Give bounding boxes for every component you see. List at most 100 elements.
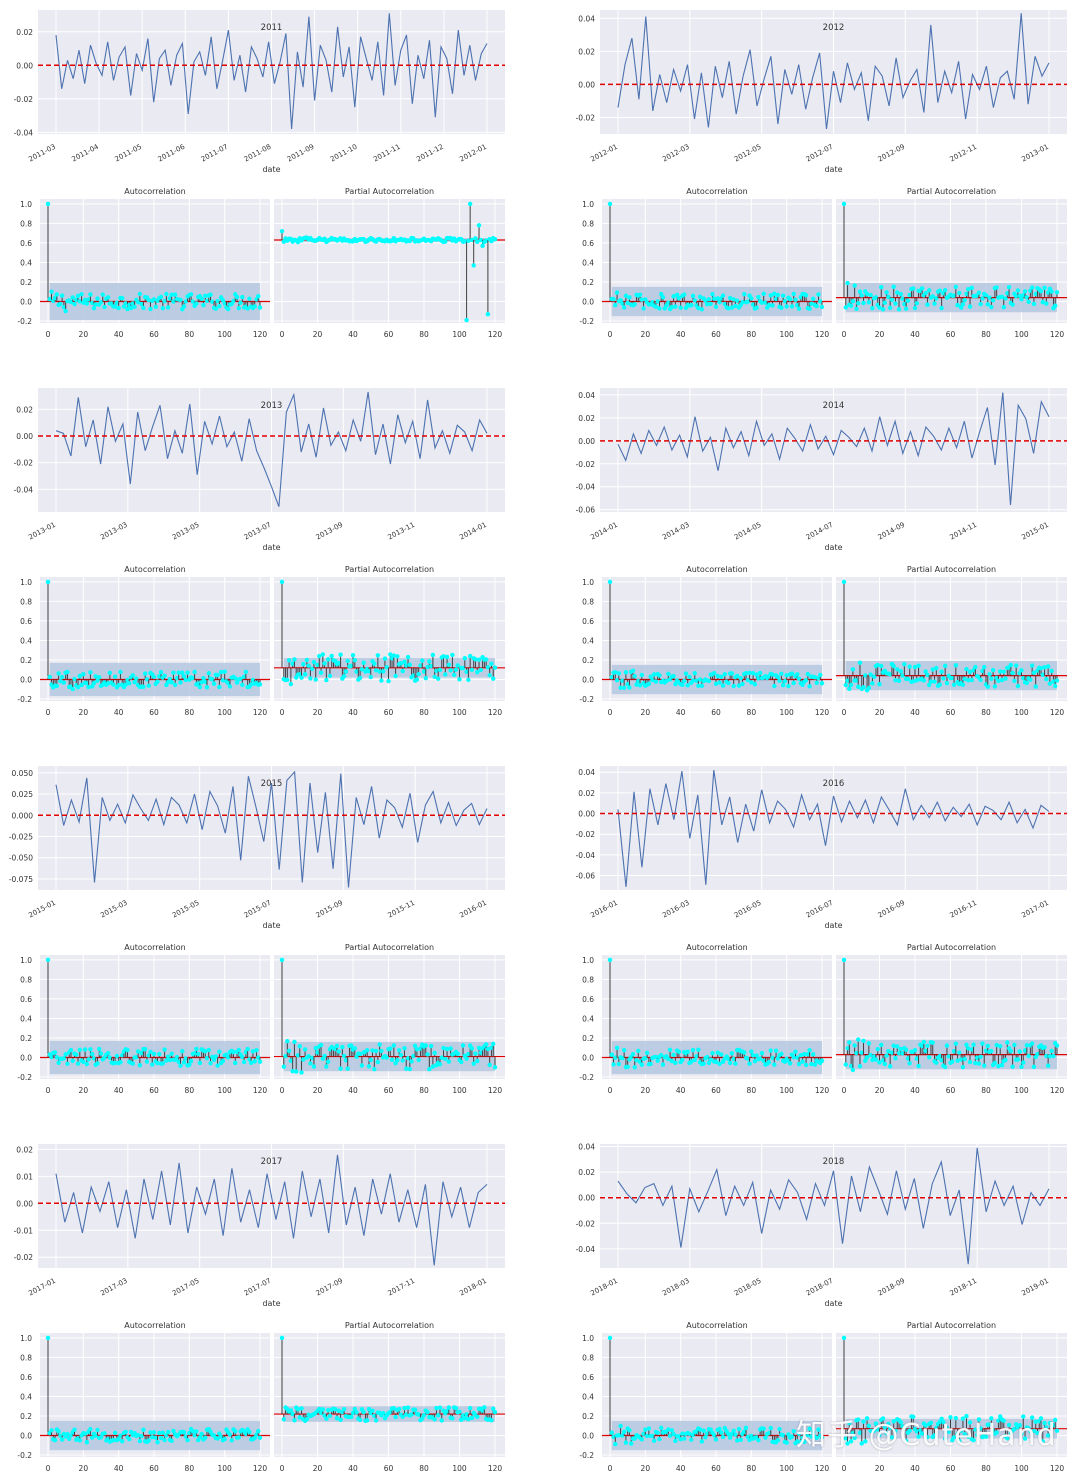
acf-marker [701, 1428, 706, 1433]
acf-marker [158, 294, 164, 300]
pacf-marker [421, 1412, 427, 1418]
acf-marker [164, 1058, 169, 1063]
pacf-marker [974, 1055, 980, 1061]
acf-marker [719, 674, 724, 679]
acf-marker [674, 292, 680, 298]
x-tick-label: 2014-05 [733, 521, 763, 542]
acf-marker [174, 675, 180, 681]
pacf-marker [377, 1042, 382, 1047]
pacf-marker [856, 684, 861, 689]
pacf-marker [939, 669, 944, 674]
x-axis-label: date [824, 543, 842, 552]
acf-marker [211, 1057, 217, 1063]
x-tick-label: 20 [641, 708, 651, 717]
pacf-marker [914, 301, 919, 306]
acf-marker [657, 306, 662, 311]
pacf-marker [967, 304, 973, 309]
pacf-marker [962, 1056, 967, 1062]
pacf-marker [327, 1413, 333, 1419]
acf-marker [157, 674, 162, 679]
pacf-marker [996, 1063, 1001, 1069]
acf-marker [634, 682, 639, 687]
x-tick-label: 2015-11 [387, 899, 417, 920]
acf-marker [95, 1061, 100, 1066]
y-tick-label: -0.2 [17, 1073, 32, 1082]
series-line [55, 1154, 488, 1266]
acf-marker [689, 1437, 694, 1442]
acf-marker [789, 1434, 795, 1439]
pacf-marker [955, 1431, 960, 1437]
acf-marker [694, 678, 699, 683]
x-tick-label: 2017-07 [243, 1277, 273, 1298]
acf-marker [130, 301, 135, 306]
pacf-marker [334, 1043, 340, 1049]
y-tick-label: -0.02 [576, 460, 596, 469]
y-tick-label: 0.4 [582, 636, 594, 645]
acf-marker [169, 1051, 174, 1056]
pacf-marker [457, 1409, 462, 1414]
pacf-marker [459, 1417, 464, 1422]
acf-marker [222, 669, 227, 674]
acf-marker [98, 1051, 104, 1056]
pacf-marker [941, 1419, 946, 1425]
pacf-marker [925, 672, 930, 678]
acf-marker [123, 682, 128, 687]
acf-marker [756, 676, 761, 681]
pacf-marker [489, 661, 494, 666]
pacf-marker [446, 1059, 452, 1064]
pacf-marker [886, 1421, 891, 1427]
y-tick-label: 0.8 [582, 219, 594, 228]
acf-marker [164, 291, 169, 297]
x-tick-label: 2015-03 [99, 899, 129, 920]
x-tick-label: 80 [419, 1464, 429, 1473]
pacf-marker [478, 237, 483, 243]
acf-marker [676, 295, 682, 301]
acf-marker [759, 1050, 765, 1056]
pacf-marker [953, 1415, 959, 1421]
x-tick-label: 40 [114, 708, 124, 717]
correlation-panels-2013: 1.00.80.60.40.20.0-0.20 20 40 60 80 100 120Aut… [17, 565, 505, 717]
acf-marker [171, 299, 176, 304]
acf-marker [715, 296, 720, 301]
acf-marker [183, 1056, 188, 1061]
acf-marker [88, 670, 93, 675]
pacf-marker [1022, 289, 1028, 294]
acf-marker [798, 1439, 803, 1445]
y-tick-label: -0.02 [576, 830, 596, 839]
acf-marker [816, 1427, 821, 1432]
acf-marker [204, 1055, 210, 1061]
y-tick-label: 0.2 [582, 1034, 594, 1043]
x-tick-label: 80 [419, 330, 429, 339]
pacf-marker [292, 1418, 297, 1423]
acf-marker [231, 1049, 236, 1055]
pacf-marker [987, 295, 992, 300]
acf-marker [630, 1051, 636, 1057]
acf-marker [82, 1047, 88, 1052]
pacf-marker [436, 676, 441, 681]
pacf-marker [290, 1411, 295, 1417]
acf-marker [616, 1061, 622, 1067]
acf-marker [786, 683, 791, 689]
pacf-marker [911, 286, 916, 291]
pacf-marker [912, 664, 918, 670]
acf-marker [766, 1060, 772, 1065]
acf-marker [54, 292, 60, 297]
acf-marker [49, 1054, 54, 1060]
acf-marker [157, 1051, 162, 1057]
pacf-marker [1021, 293, 1026, 298]
x-tick-label: 20 [875, 330, 885, 339]
pacf-marker [1040, 1439, 1046, 1444]
acf-marker [795, 302, 800, 308]
acf-marker [646, 681, 652, 686]
x-axis-label: date [262, 921, 280, 930]
x-tick-label: 40 [676, 330, 686, 339]
acf-marker [176, 670, 181, 675]
acf-marker [56, 671, 61, 676]
pacf-marker [357, 1051, 363, 1057]
acf-marker [97, 1046, 102, 1052]
pacf-marker [873, 1057, 879, 1062]
x-tick-label: 2016-01 [458, 899, 488, 920]
acf-marker [816, 292, 821, 297]
acf-marker [780, 1433, 786, 1438]
